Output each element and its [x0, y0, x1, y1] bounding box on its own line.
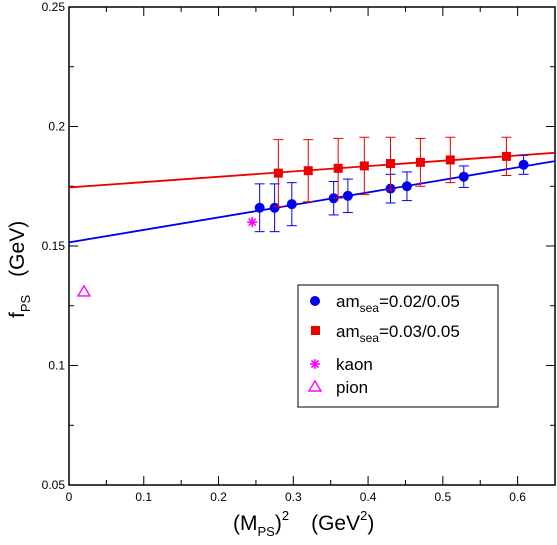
x-tick-label: 0.4 — [360, 490, 377, 504]
data-point-pion — [76, 284, 92, 297]
legend-box — [297, 284, 499, 408]
legend-marker-triangle — [307, 379, 323, 392]
y-tick-label: 0.15 — [42, 239, 66, 253]
legend-marker-asterisk — [310, 359, 320, 369]
y-tick-label: 0.25 — [42, 0, 66, 14]
data-point-sea002 — [269, 202, 280, 213]
data-point-sea003 — [359, 161, 369, 171]
data-point-sea002 — [342, 190, 353, 201]
y-tick-label: 0.2 — [48, 120, 65, 134]
legend-entry-sea003: amsea=0.03/0.05 — [311, 322, 460, 345]
data-points — [76, 136, 529, 297]
legend-label-sea003: amsea=0.03/0.05 — [336, 322, 460, 345]
x-tick-label: 0.2 — [210, 490, 227, 504]
data-point-sea003 — [445, 155, 455, 165]
x-tick-label: 0.5 — [435, 490, 452, 504]
legend-label-sea002: amsea=0.02/0.05 — [336, 292, 460, 315]
legend-marker-circle — [310, 296, 320, 306]
x-tick-label: 0 — [66, 490, 73, 504]
data-point-sea003 — [273, 168, 283, 178]
data-point-sea002 — [401, 181, 412, 192]
data-point-sea003 — [415, 157, 425, 167]
legend-label-pion: pion — [336, 378, 368, 397]
legend-entry-sea002: amsea=0.02/0.05 — [310, 292, 460, 315]
legend-marker-square — [311, 326, 320, 335]
data-point-sea002 — [458, 171, 469, 182]
data-point-sea002 — [286, 199, 297, 210]
y-axis-title: fPS(GeV) — [6, 221, 33, 318]
axis-ticks: 0 0.1 0.2 0.3 0.4 0.5 0.6 0.05 0.1 0.15 0.2 0.25 — [42, 0, 556, 504]
y-tick-label: 0.1 — [48, 359, 65, 373]
x-tick-label: 0.1 — [135, 490, 152, 504]
data-point-sea003 — [303, 166, 313, 176]
x-tick-label: 0.6 — [509, 490, 526, 504]
plot-frame — [68, 6, 556, 486]
data-point-kaon — [247, 217, 258, 228]
x-tick-label: 0.3 — [285, 490, 302, 504]
legend: amsea=0.02/0.05 amsea=0.03/0.05 kaon pio… — [297, 284, 499, 408]
legend-label-kaon: kaon — [336, 355, 373, 374]
data-point-sea003 — [386, 159, 396, 169]
data-point-sea003 — [501, 151, 511, 161]
data-point-sea002 — [254, 202, 265, 213]
legend-entry-pion: pion — [307, 378, 368, 397]
legend-entry-kaon: kaon — [310, 355, 373, 374]
data-point-sea002 — [518, 159, 529, 170]
data-point-sea003 — [333, 163, 343, 173]
y-tick-label: 0.05 — [42, 478, 66, 492]
asterisk-stroke — [248, 218, 257, 227]
x-axis-title: (MPS)2 (GeV2) — [233, 508, 374, 539]
